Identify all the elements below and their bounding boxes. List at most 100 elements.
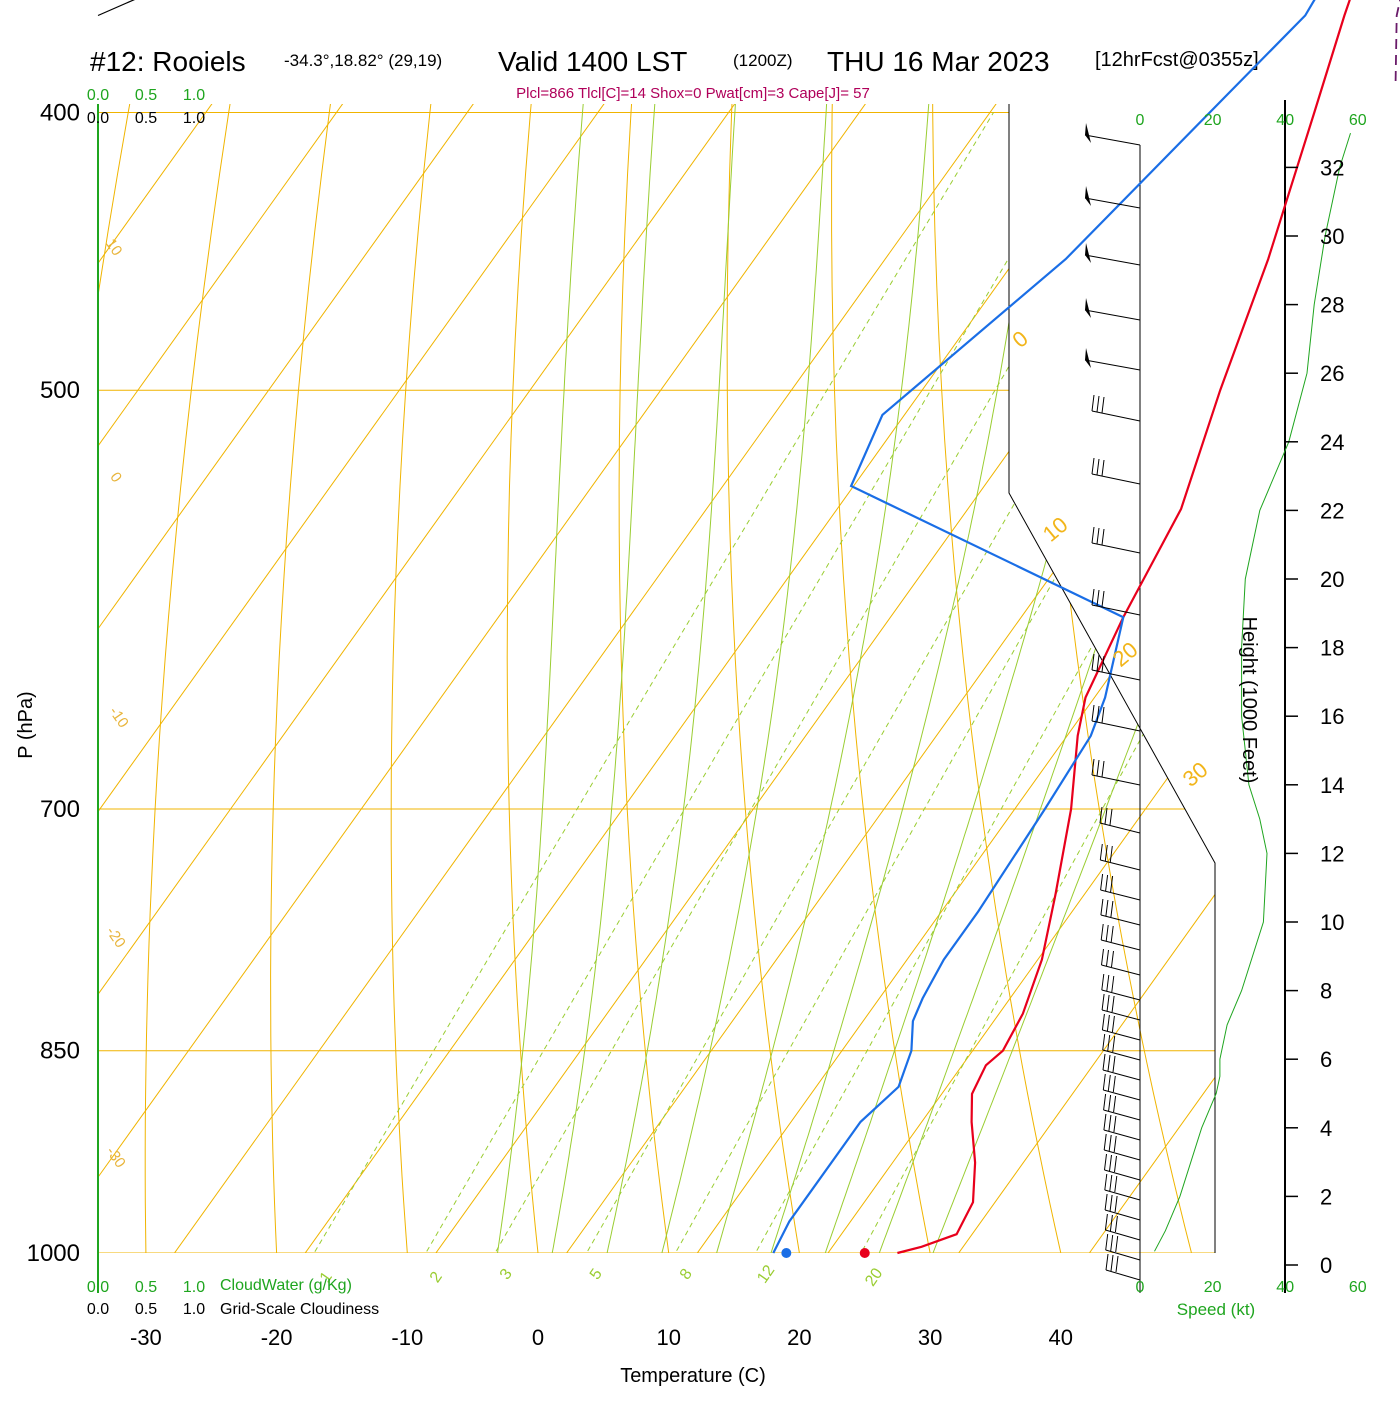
barb-feather xyxy=(1100,844,1102,860)
wind-barb xyxy=(1103,1034,1140,1060)
barb-feather xyxy=(1111,1255,1113,1271)
barb-staff xyxy=(1085,135,1140,145)
barb-feather xyxy=(1102,591,1104,607)
parcel-profile xyxy=(1396,0,1400,81)
wind-barb xyxy=(1092,705,1140,731)
wind-barb xyxy=(1101,899,1140,925)
height-tick-label: 2 xyxy=(1320,1184,1332,1209)
barb-staff xyxy=(1085,310,1140,320)
cloudwater-scale-top: 0.5 xyxy=(135,87,157,104)
barb-feather xyxy=(1109,1135,1111,1151)
wind-barb xyxy=(1104,1094,1140,1120)
barb-staff xyxy=(1101,940,1140,950)
temperature-tick-label: -10 xyxy=(391,1325,423,1350)
title-station: #12: Rooiels xyxy=(90,46,246,77)
speed-tick-bottom: 60 xyxy=(1349,1279,1367,1296)
barb-feather xyxy=(1107,975,1109,991)
cloudiness-profile xyxy=(98,0,194,16)
barb-feather xyxy=(1115,1216,1117,1232)
wind-barb xyxy=(1100,807,1140,833)
barb-feather xyxy=(1109,1115,1111,1131)
barb-feather xyxy=(1092,705,1094,721)
wind-barb xyxy=(1103,1074,1140,1100)
isotherm-label: 0 xyxy=(1007,326,1032,353)
barb-feather xyxy=(1113,1076,1115,1092)
title-coords: -34.3°,18.82° (29,19) xyxy=(284,51,442,70)
dry-adiabat xyxy=(15,0,324,1326)
barb-feather xyxy=(1116,1256,1118,1272)
barb-feather xyxy=(1104,1114,1106,1130)
dewpoint-profile xyxy=(773,0,1400,1253)
barb-staff xyxy=(1102,965,1141,975)
barb-feather xyxy=(1105,1194,1107,1210)
barb-feather xyxy=(1092,458,1094,474)
barb-staff xyxy=(1092,670,1140,680)
barb-staff xyxy=(1092,721,1140,731)
barb-staff xyxy=(1105,1230,1140,1240)
height-tick-label: 4 xyxy=(1320,1116,1332,1141)
skewt-background-lines xyxy=(0,0,1400,1326)
barb-feather xyxy=(1108,1075,1110,1091)
wind-barb xyxy=(1102,1014,1140,1040)
mixing-ratio-line xyxy=(828,113,1400,1314)
wind-barb xyxy=(1085,123,1140,145)
barb-feather xyxy=(1101,924,1103,940)
mixing-ratio-label: 8 xyxy=(677,1266,696,1283)
height-tick-label: 8 xyxy=(1320,979,1332,1004)
barb-feather xyxy=(1103,1034,1105,1050)
barb-feather xyxy=(1102,994,1104,1010)
wind-barb xyxy=(1085,298,1140,320)
cloudwater-scale-top: 1.0 xyxy=(183,87,205,104)
moist-adiabat xyxy=(748,0,1112,1326)
mixing-ratio-label: 3 xyxy=(497,1266,516,1283)
temperature-tick-label: -20 xyxy=(261,1325,293,1350)
wind-barb xyxy=(1092,527,1140,553)
dry-adiabat xyxy=(391,0,571,1326)
isotherm-label: 30 xyxy=(1178,757,1213,792)
mixing-ratio-label: 5 xyxy=(587,1266,606,1283)
barb-staff xyxy=(1104,1150,1140,1160)
speed-tick-bottom: 0 xyxy=(1136,1279,1145,1296)
wind-barb xyxy=(1085,243,1140,265)
isotherm-line xyxy=(799,0,1400,1293)
barb-feather xyxy=(1107,995,1109,1011)
wind-barb xyxy=(1103,1054,1140,1080)
right-boundary xyxy=(1009,104,1215,1253)
barb-feather xyxy=(1103,1074,1105,1090)
barb-flag xyxy=(1085,348,1091,368)
barb-feather xyxy=(1115,1156,1117,1172)
cloudwater-label: CloudWater (g/Kg) xyxy=(220,1277,352,1294)
height-tick-label: 0 xyxy=(1320,1253,1332,1278)
wind-barb xyxy=(1101,874,1140,900)
speed-tick-top: 40 xyxy=(1276,112,1294,129)
barb-staff xyxy=(1104,1110,1140,1120)
barb-feather xyxy=(1102,761,1104,777)
moist-adiabat xyxy=(486,0,700,1326)
barb-feather xyxy=(1101,899,1103,915)
temperature-tick-label: 20 xyxy=(787,1325,811,1350)
wind-barbs xyxy=(1085,123,1140,1280)
pressure-tick-label: 700 xyxy=(40,796,80,823)
dry-adiabat xyxy=(1394,0,1400,1326)
temperature-tick-label: -30 xyxy=(130,1325,162,1350)
height-tick-label: 26 xyxy=(1320,361,1344,386)
title-zulu: (1200Z) xyxy=(733,51,793,70)
barb-staff xyxy=(1102,1010,1140,1020)
dry-adiabat xyxy=(145,0,406,1326)
dry-adiabat xyxy=(271,0,489,1326)
barb-feather xyxy=(1106,925,1108,941)
pressure-ticks: 2503004005007008501000 xyxy=(27,0,80,1267)
pressure-tick-label: 500 xyxy=(40,377,80,404)
barb-feather xyxy=(1114,1136,1116,1152)
barb-staff xyxy=(1085,360,1140,370)
isotherm-label-left: 10 xyxy=(102,236,125,259)
isotherm-label-left: -20 xyxy=(103,924,129,952)
barb-feather xyxy=(1113,1036,1115,1052)
barb-feather xyxy=(1092,395,1094,411)
mixing-ratio-label: 12 xyxy=(754,1262,778,1286)
dry-adiabat xyxy=(727,0,818,1326)
barb-flag xyxy=(1085,243,1091,263)
barb-feather xyxy=(1111,901,1113,917)
speed-tick-bottom: 40 xyxy=(1276,1279,1294,1296)
